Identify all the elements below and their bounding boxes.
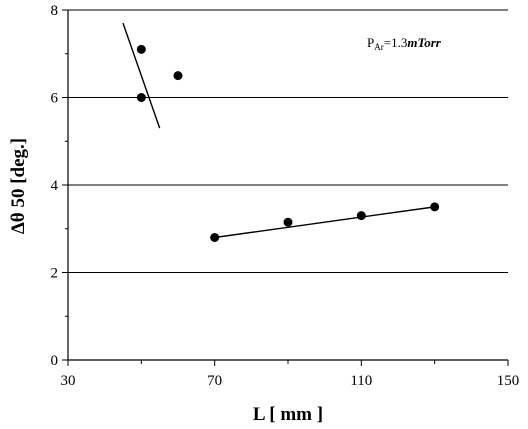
data-point (210, 233, 220, 242)
data-point (173, 71, 183, 81)
y-tick-label: 2 (51, 266, 59, 282)
y-tick-label: 0 (51, 353, 59, 369)
x-axis-title: L [ mm ] (253, 404, 323, 425)
grid-lines (68, 9, 508, 273)
x-tick-label: 150 (497, 373, 520, 389)
data-point (283, 217, 293, 227)
y-tick-label: 4 (51, 178, 59, 194)
data-point (430, 202, 440, 212)
tick-labels: 0 2 4 6 8 30 70 110 150 (51, 3, 520, 389)
annotation: PAr=1.3mTorr (367, 35, 442, 52)
y-tick-label: 6 (51, 91, 59, 107)
y-tick-label: 8 (51, 3, 59, 19)
trend-line-2 (214, 206, 435, 239)
y-axis-title: Δθ 50 [deg.] (8, 138, 29, 234)
data-points (136, 44, 440, 242)
data-point (356, 211, 366, 221)
data-point (136, 93, 146, 102)
x-tick-label: 70 (207, 373, 222, 389)
trend-line-1 (122, 22, 161, 129)
axes (62, 9, 509, 366)
data-point (136, 44, 146, 54)
x-tick-label: 110 (350, 373, 372, 389)
x-tick-label: 30 (61, 373, 76, 389)
trend-lines (122, 22, 435, 239)
